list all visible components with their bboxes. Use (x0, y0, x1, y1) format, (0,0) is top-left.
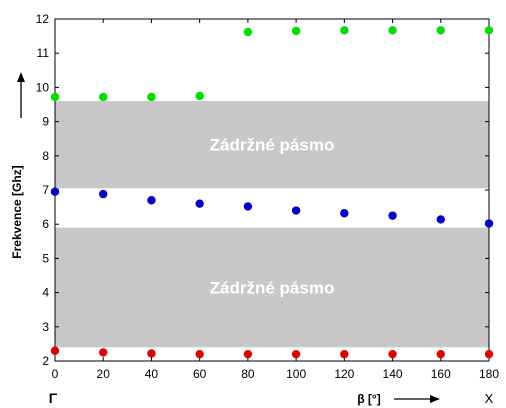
data-point-series-0 (340, 26, 349, 35)
data-point-series-0 (436, 26, 445, 35)
data-points (50, 26, 494, 359)
data-point-series-1 (340, 209, 349, 218)
stop-bands: Zádržné pásmo Zádržné pásmo (55, 101, 489, 348)
y-tick-label: 2 (42, 354, 49, 368)
data-point-series-2 (388, 349, 397, 359)
data-point-series-2 (99, 348, 108, 357)
data-point-series-1 (147, 196, 156, 205)
data-point-series-1 (50, 187, 60, 196)
y-axis-title: Frekvence [Ghz] (10, 165, 24, 258)
data-point-series-2 (50, 346, 60, 355)
stop-band-label-1: Zádržné pásmo (210, 278, 335, 297)
data-point-series-0 (195, 91, 204, 101)
y-tick-label: 3 (42, 320, 49, 334)
y-tick-label: 12 (36, 12, 50, 26)
data-point-series-0 (243, 27, 253, 37)
gamma-corner-label: Γ (49, 390, 58, 406)
x-tick-label: 20 (97, 367, 111, 381)
y-tick-label: 6 (42, 217, 49, 231)
data-point-series-2 (243, 349, 253, 359)
x-axis-arrow-icon (394, 395, 440, 403)
data-point-series-2 (340, 349, 349, 359)
x-tick-label: 120 (334, 367, 354, 381)
data-point-series-1 (99, 189, 108, 199)
y-axis-arrow-icon (17, 72, 25, 118)
data-point-series-1 (484, 219, 494, 228)
data-point-series-0 (291, 26, 301, 36)
data-point-series-1 (243, 202, 253, 211)
y-tick-label: 7 (42, 183, 49, 197)
data-point-series-2 (484, 349, 494, 359)
x-tick-label: 180 (479, 367, 499, 381)
y-axis-title-group: Frekvence [Ghz] (10, 165, 24, 258)
stop-band-0 (55, 101, 489, 189)
data-point-series-0 (147, 92, 156, 102)
x-tick-label: 40 (145, 367, 159, 381)
y-tick-label: 5 (42, 251, 49, 265)
data-point-series-1 (388, 211, 397, 220)
data-point-series-0 (484, 26, 494, 35)
data-point-series-2 (436, 349, 445, 359)
y-tick-label: 10 (36, 80, 50, 94)
data-point-series-2 (195, 349, 204, 359)
x-tick-label: 100 (286, 367, 306, 381)
y-tick-label: 11 (37, 46, 50, 60)
data-point-series-1 (195, 199, 204, 208)
data-point-series-0 (99, 92, 108, 102)
y-tick-label: 9 (42, 115, 49, 129)
data-point-series-0 (388, 26, 397, 35)
y-tick-label: 8 (42, 149, 49, 163)
x-tick-label: 60 (193, 367, 207, 381)
data-point-series-2 (291, 349, 301, 359)
data-point-series-1 (436, 215, 445, 224)
y-tick-label: 4 (42, 286, 49, 300)
data-point-series-1 (291, 206, 301, 215)
data-point-series-2 (147, 349, 156, 358)
stop-band-1 (55, 227, 489, 348)
data-point-series-0 (50, 92, 60, 102)
x-corner-label: X (485, 391, 494, 406)
x-axis-title: β [°] (357, 392, 380, 406)
x-tick-label: 80 (241, 367, 255, 381)
stop-band-label-0: Zádržné pásmo (210, 136, 335, 155)
x-tick-label: 160 (431, 367, 451, 381)
x-tick-label: 0 (52, 367, 59, 381)
x-tick-label: 140 (383, 367, 403, 381)
